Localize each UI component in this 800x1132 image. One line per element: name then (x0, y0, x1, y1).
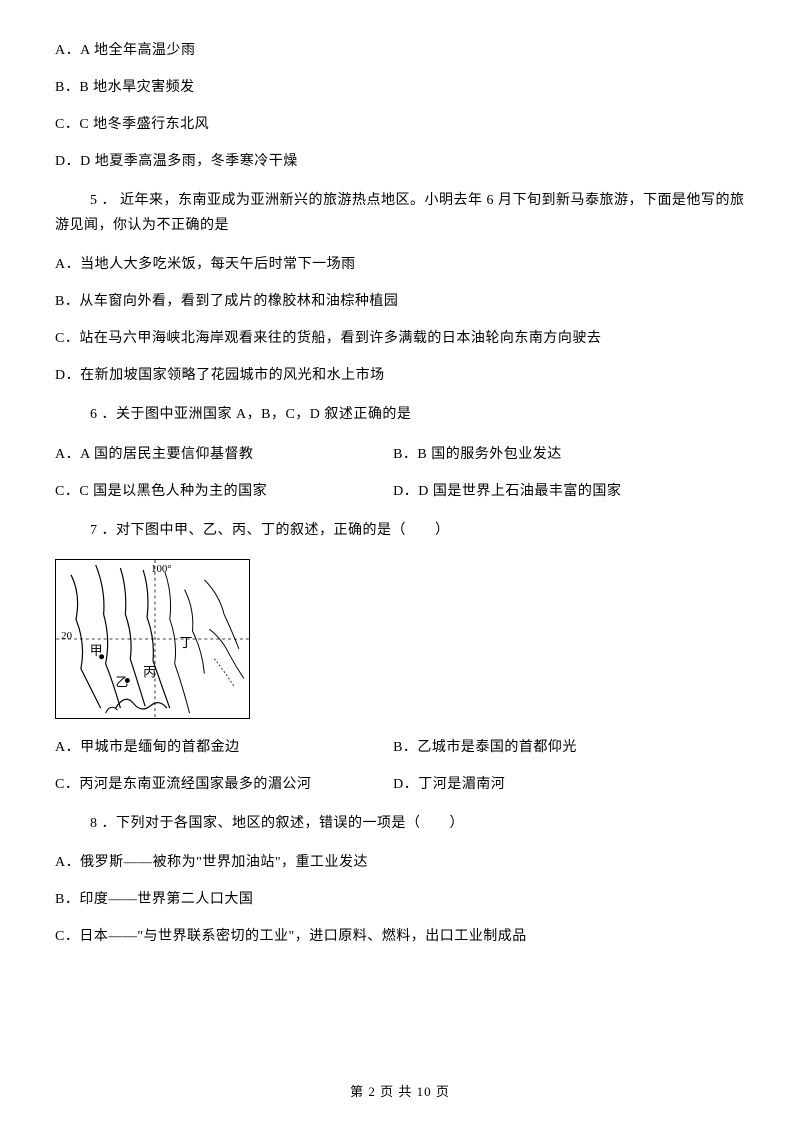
q4-option-a: A．A 地全年高温少雨 (55, 40, 745, 61)
q5-option-a: A．当地人大多吃米饭，每天午后时常下一场雨 (55, 254, 745, 275)
q4-option-b: B．B 地水旱灾害频发 (55, 77, 745, 98)
q6-option-c: C．C 国是以黑色人种为主的国家 (55, 481, 393, 502)
q7-option-b: B．乙城市是泰国的首都仰光 (393, 737, 745, 758)
q4-option-c: C．C 地冬季盛行东北风 (55, 114, 745, 135)
q6-option-a: A．A 国的居民主要信仰基督教 (55, 444, 393, 465)
q7-option-c: C．丙河是东南亚流经国家最多的湄公河 (55, 774, 393, 795)
q8-option-a: A．俄罗斯——被称为"世界加油站"，重工业发达 (55, 852, 745, 873)
q7-option-a: A．甲城市是缅甸的首都金边 (55, 737, 393, 758)
q6-options-row2: C．C 国是以黑色人种为主的国家 D．D 国是世界上石油最丰富的国家 (55, 481, 745, 502)
q8-option-b: B．印度——世界第二人口大国 (55, 889, 745, 910)
map-label-p4: 丁 (180, 636, 193, 650)
q7-options-row1: A．甲城市是缅甸的首都金边 B．乙城市是泰国的首都仰光 (55, 737, 745, 758)
map-lon-label: 100° (151, 563, 172, 575)
q4-option-d: D．D 地夏季高温多雨，冬季寒冷干燥 (55, 151, 745, 172)
map-lat-label: 20 (61, 630, 72, 642)
q7-map-figure: 20 100° 甲 乙 丙 丁 (55, 559, 250, 719)
q7-option-d: D．丁河是湄南河 (393, 774, 745, 795)
q6-option-b: B．B 国的服务外包业发达 (393, 444, 745, 465)
q6-stem: 6 ．关于图中亚洲国家 A，B，C，D 叙述正确的是 (55, 402, 745, 427)
q8-stem: 8 ．下列对于各国家、地区的叙述，错误的一项是（ ） (55, 811, 745, 836)
q6-option-d: D．D 国是世界上石油最丰富的国家 (393, 481, 745, 502)
q7-options-row2: C．丙河是东南亚流经国家最多的湄公河 D．丁河是湄南河 (55, 774, 745, 795)
q5-option-c: C．站在马六甲海峡北海岸观看来往的货船，看到许多满载的日本油轮向东南方向驶去 (55, 328, 745, 349)
q5-stem: 5 ． 近年来，东南亚成为亚洲新兴的旅游热点地区。小明去年 6 月下旬到新马泰旅… (55, 188, 745, 238)
q8-option-c: C．日本——"与世界联系密切的工业"，进口原料、燃料，出口工业制成品 (55, 926, 745, 947)
q5-option-b: B．从车窗向外看，看到了成片的橡胶林和油棕种植园 (55, 291, 745, 312)
q6-options-row1: A．A 国的居民主要信仰基督教 B．B 国的服务外包业发达 (55, 444, 745, 465)
q5-option-d: D．在新加坡国家领略了花园城市的风光和水上市场 (55, 365, 745, 386)
map-label-p3: 丙 (143, 665, 156, 679)
map-label-p1: 甲 (90, 644, 103, 658)
map-svg: 20 100° 甲 乙 丙 丁 (56, 560, 249, 718)
map-label-p2: 乙 (115, 675, 128, 689)
q7-stem: 7 ．对下图中甲、乙、丙、丁的叙述，正确的是（ ） (55, 518, 745, 543)
page-footer: 第 2 页 共 10 页 (0, 1081, 800, 1100)
